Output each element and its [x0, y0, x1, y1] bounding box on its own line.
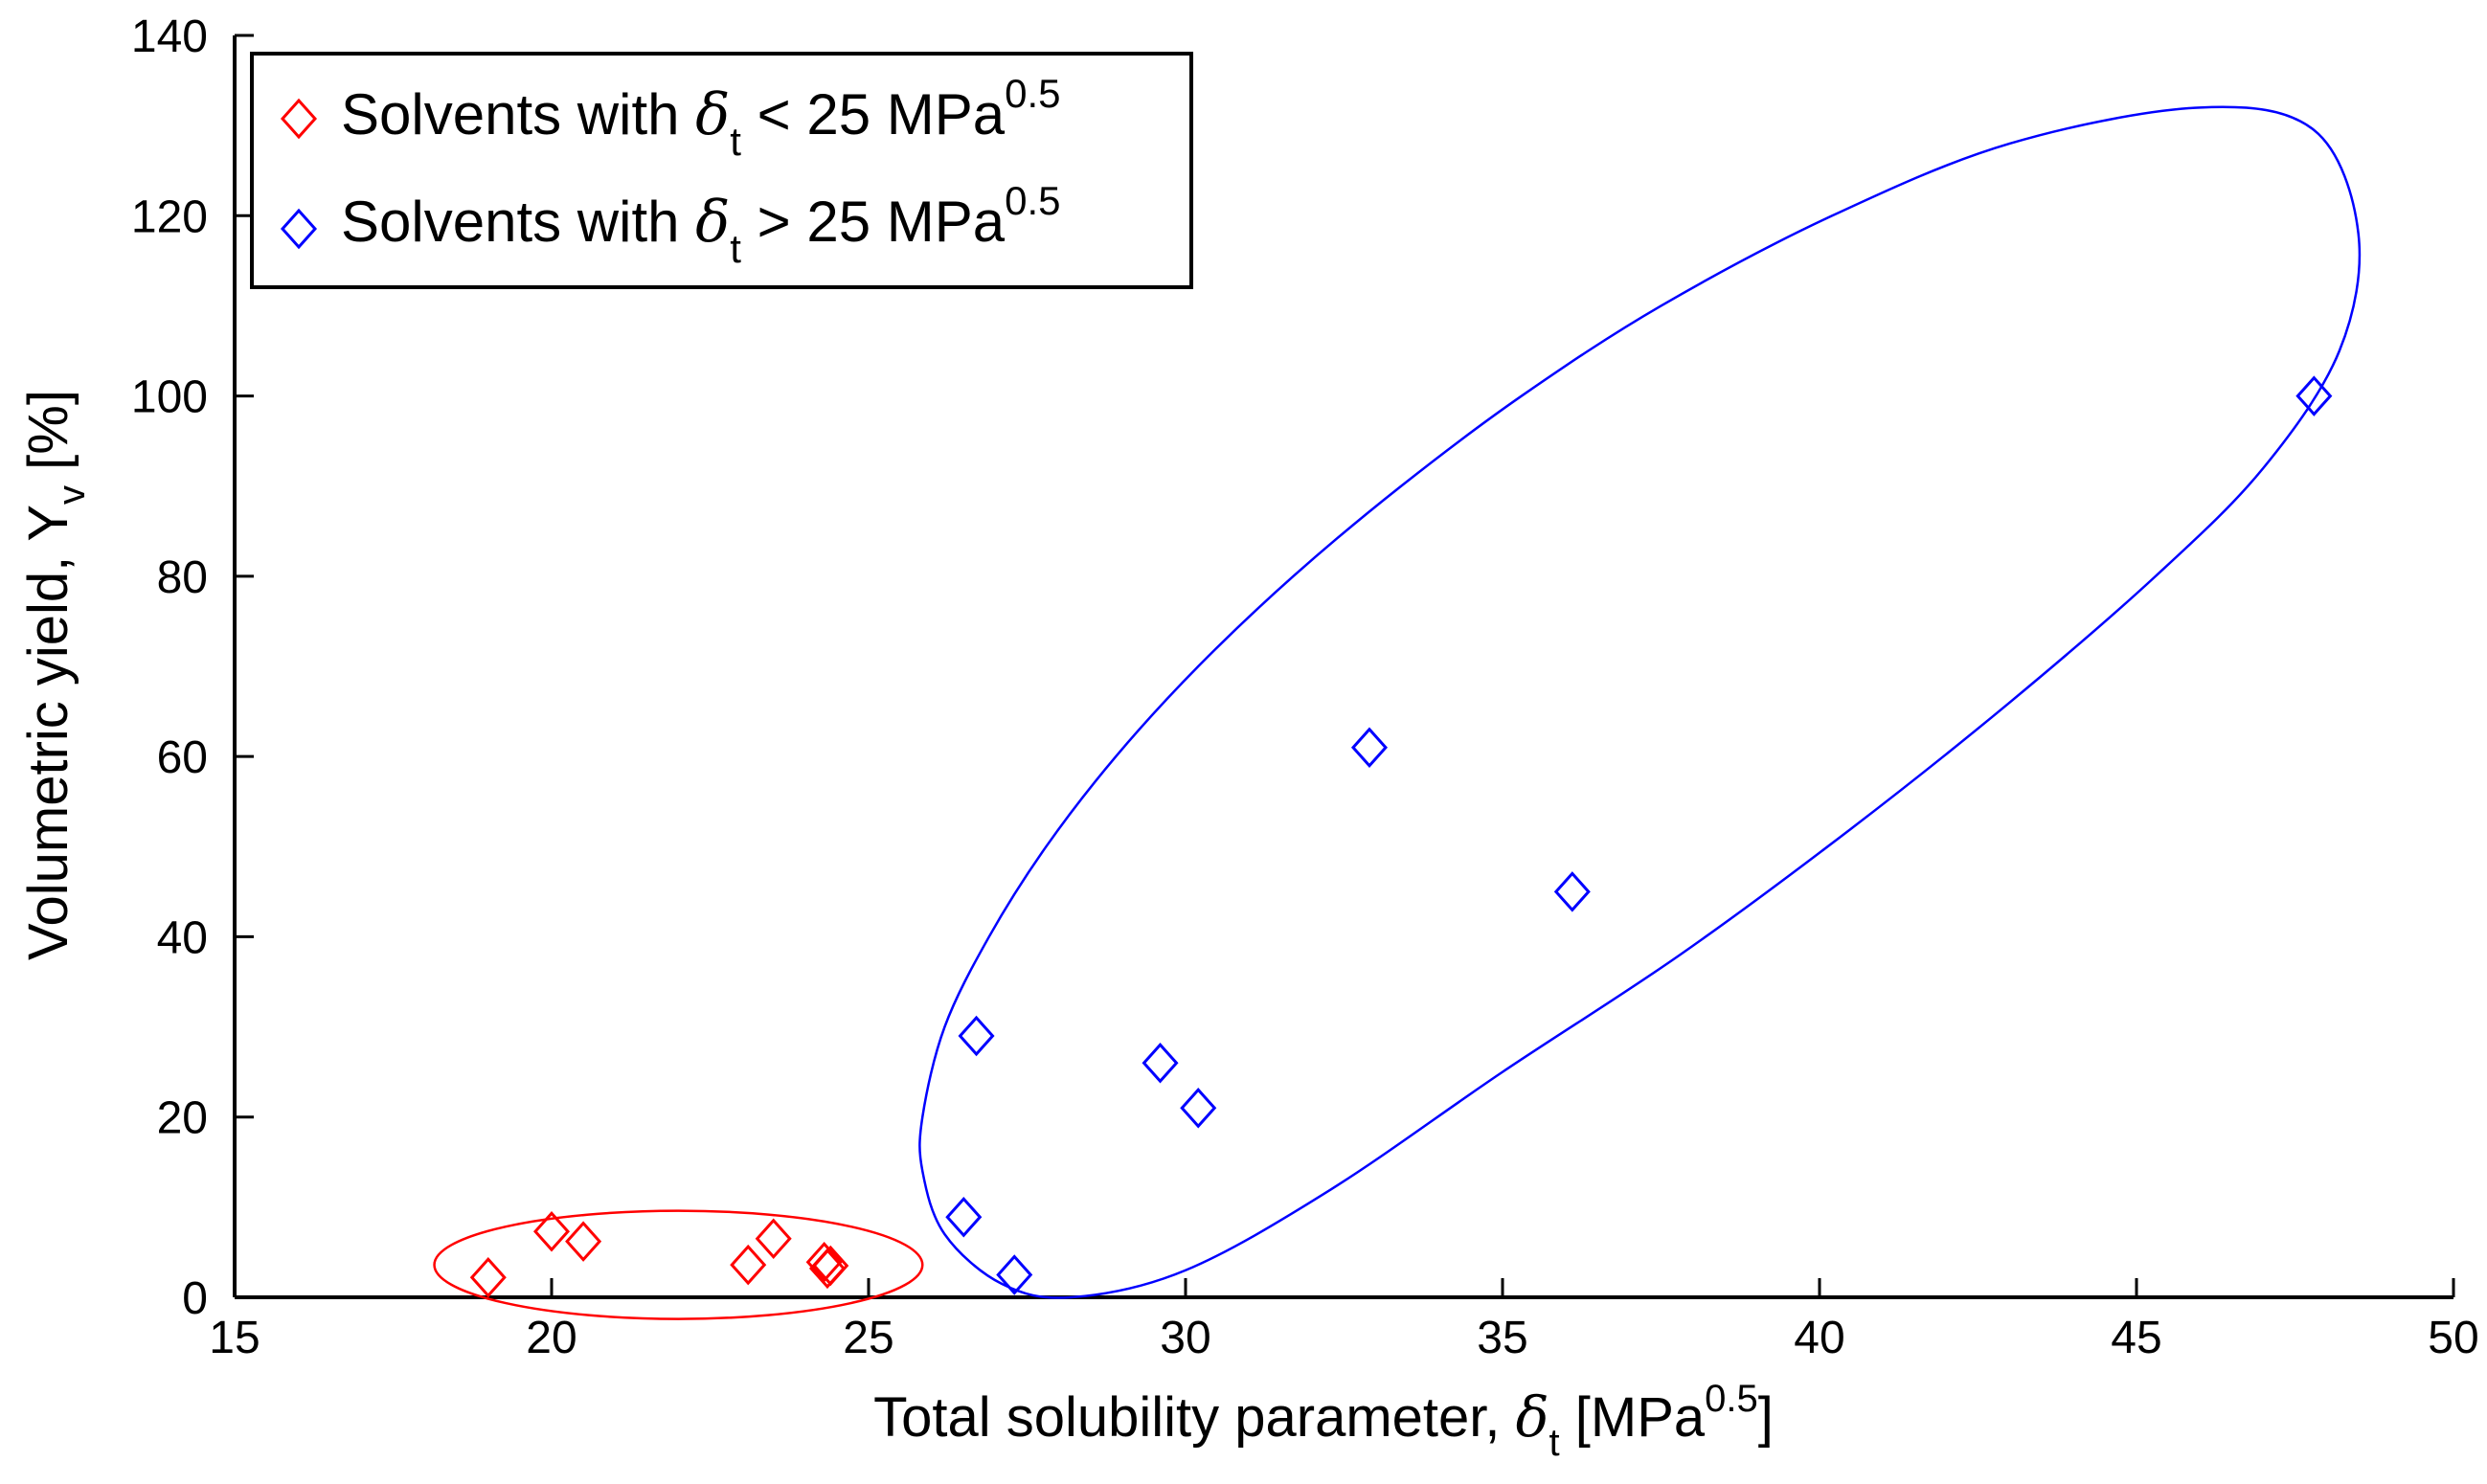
data-point-series-0	[755, 1218, 792, 1260]
data-point-series-1	[1553, 871, 1591, 912]
x-ticks: 15 20 25 30 35 40 45 50	[209, 1278, 2479, 1363]
data-point-series-1	[1350, 727, 1388, 768]
y-tick-label: 140	[131, 11, 208, 62]
cluster-ellipses	[433, 105, 2362, 1320]
data-point-series-0	[730, 1244, 767, 1286]
data-point-series-0	[812, 1245, 849, 1287]
legend-marker-blue	[280, 208, 318, 250]
y-tick-label: 0	[182, 1273, 208, 1324]
x-axis-label: Total solubility parameter, δt [MPa0.5]	[873, 1378, 1774, 1464]
cluster-ellipse-1	[918, 105, 2362, 1299]
data-point-series-1	[958, 1015, 995, 1057]
y-tick-label: 120	[131, 191, 208, 242]
data-markers	[469, 375, 2333, 1298]
x-tick-label: 15	[209, 1313, 260, 1363]
y-tick-label: 100	[131, 372, 208, 423]
legend: Solvents with δt < 25 MPa0.5 Solvents wi…	[250, 52, 1193, 289]
cluster-ellipse-0	[433, 1209, 924, 1320]
x-tick-label: 50	[2428, 1313, 2478, 1363]
y-tick-label: 20	[157, 1093, 208, 1144]
x-tick-label: 25	[843, 1313, 893, 1363]
legend-entry-blue: Solvents with δt > 25 MPa0.5	[341, 178, 1061, 271]
data-point-series-1	[996, 1254, 1033, 1295]
data-point-series-1	[1180, 1088, 1217, 1129]
x-tick-label: 45	[2111, 1313, 2161, 1363]
legend-marker-red	[280, 98, 318, 140]
y-tick-label: 80	[157, 552, 208, 603]
y-tick-label: 40	[157, 912, 208, 963]
x-tick-label: 40	[1794, 1313, 1844, 1363]
x-tick-label: 20	[526, 1313, 577, 1363]
data-point-series-1	[1142, 1042, 1179, 1084]
data-point-series-0	[469, 1257, 507, 1298]
x-tick-label: 30	[1160, 1313, 1210, 1363]
x-tick-label: 35	[1477, 1313, 1527, 1363]
y-axis-label: Volumetric yield, Yv [%]	[17, 390, 93, 960]
legend-entry-red: Solvents with δt < 25 MPa0.5	[341, 71, 1061, 164]
data-point-series-1	[945, 1196, 983, 1238]
data-point-series-1	[2295, 375, 2333, 416]
data-point-series-0	[565, 1221, 602, 1262]
data-point-series-0	[805, 1242, 843, 1283]
y-ticks: 0 20 40 60 80 100 120 140	[131, 11, 254, 1324]
data-point-series-0	[532, 1211, 571, 1252]
y-tick-label: 60	[157, 732, 208, 783]
legend-box	[250, 52, 1193, 289]
